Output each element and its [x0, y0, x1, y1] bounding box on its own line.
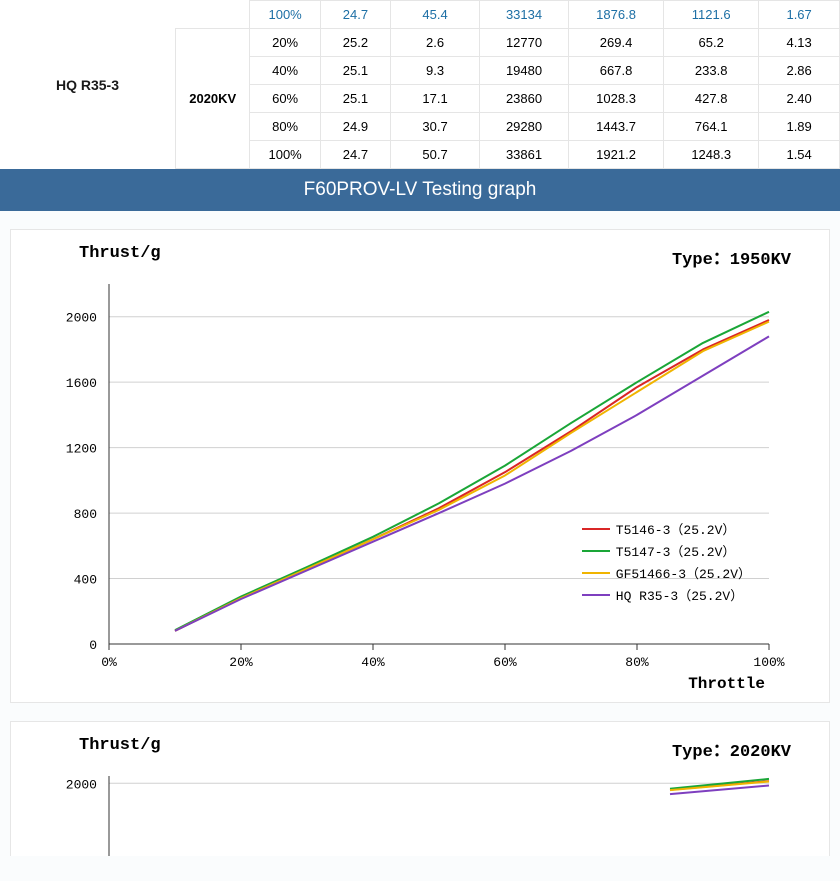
table-cell: 23860 — [480, 85, 569, 113]
table-cell: 1248.3 — [664, 141, 759, 169]
chart1-legend: T5146-3（25.2V） T5147-3（25.2V） GF51466-3（25… — [582, 519, 751, 607]
table-cell: 24.9 — [320, 113, 390, 141]
table-cell: 764.1 — [664, 113, 759, 141]
table-cell: 427.8 — [664, 85, 759, 113]
chart2-svg: 2000 — [19, 766, 799, 856]
chart1-header: Thrust/g Type：1950KV — [19, 240, 821, 274]
table-cell: 80% — [250, 113, 320, 141]
legend-color-swatch — [582, 572, 610, 574]
svg-text:Throttle: Throttle — [688, 675, 765, 693]
chart1-type-label: Type：1950KV — [672, 244, 791, 270]
legend-label: HQ R35-3（25.2V） — [616, 585, 743, 604]
table-cell: 1.89 — [759, 113, 840, 141]
chart1-body: 0 400 800 1200 1600 2000 0% 20% 40% 60% 80% 100% Thr… — [19, 274, 821, 694]
table-cell: 9.3 — [391, 57, 480, 85]
legend-color-swatch — [582, 594, 610, 596]
data-table: 100%24.745.4331341876.81121.61.672020KV2… — [175, 0, 840, 169]
table-cell: 100% — [250, 1, 320, 29]
legend-item: T5146-3（25.2V） — [582, 519, 751, 538]
kv-label-cell: 2020KV — [176, 29, 250, 169]
table-cell: 65.2 — [664, 29, 759, 57]
table-cell: 33134 — [480, 1, 569, 29]
table-cell: 1443.7 — [568, 113, 663, 141]
table-cell: 1.54 — [759, 141, 840, 169]
table-cell: 24.7 — [320, 141, 390, 169]
table-cell: 19480 — [480, 57, 569, 85]
chart2-header: Thrust/g Type：2020KV — [19, 732, 821, 766]
chart2-ylabel: Thrust/g — [79, 736, 161, 762]
table-cell: 25.1 — [320, 85, 390, 113]
legend-color-swatch — [582, 528, 610, 530]
svg-text:0%: 0% — [101, 655, 117, 670]
table-cell: 2.6 — [391, 29, 480, 57]
data-table-block: HQ R35-3 100%24.745.4331341876.81121.61.… — [0, 0, 840, 169]
svg-text:80%: 80% — [625, 655, 649, 670]
chart2-body: 2000 — [19, 766, 821, 856]
chart1-svg: 0 400 800 1200 1600 2000 0% 20% 40% 60% 80% 100% Thr… — [19, 274, 799, 694]
section-banner: F60PROV-LV Testing graph — [0, 169, 840, 211]
chart1-wrapper: Thrust/g Type：1950KV 0 400 800 1200 1600 2000… — [10, 229, 830, 703]
legend-item: GF51466-3（25.2V） — [582, 563, 751, 582]
svg-text:40%: 40% — [361, 655, 385, 670]
table-cell: 33861 — [480, 141, 569, 169]
svg-text:60%: 60% — [493, 655, 517, 670]
prop-name-label: HQ R35-3 — [0, 77, 175, 93]
table-cell: 60% — [250, 85, 320, 113]
table-cell: 25.2 — [320, 29, 390, 57]
svg-text:1600: 1600 — [66, 376, 97, 391]
table-cell: 1921.2 — [568, 141, 663, 169]
table-cell: 50.7 — [391, 141, 480, 169]
legend-color-swatch — [582, 550, 610, 552]
table-cell: 269.4 — [568, 29, 663, 57]
table-cell: 17.1 — [391, 85, 480, 113]
table-cell: 29280 — [480, 113, 569, 141]
table-cell-empty — [176, 1, 250, 29]
legend-label: T5146-3（25.2V） — [616, 519, 736, 538]
chart1-ylabel: Thrust/g — [79, 244, 161, 270]
table-cell: 4.13 — [759, 29, 840, 57]
table-cell: 20% — [250, 29, 320, 57]
svg-text:2000: 2000 — [66, 777, 97, 792]
legend-label: GF51466-3（25.2V） — [616, 563, 751, 582]
table-cell: 233.8 — [664, 57, 759, 85]
table-cell: 30.7 — [391, 113, 480, 141]
svg-text:800: 800 — [74, 507, 97, 522]
svg-text:2000: 2000 — [66, 311, 97, 326]
legend-item: T5147-3（25.2V） — [582, 541, 751, 560]
svg-text:20%: 20% — [229, 655, 253, 670]
svg-text:400: 400 — [74, 573, 97, 588]
table-rows: 100%24.745.4331341876.81121.61.672020KV2… — [175, 0, 840, 169]
table-cell: 25.1 — [320, 57, 390, 85]
chart2-wrapper: Thrust/g Type：2020KV 2000 — [10, 721, 830, 856]
table-cell: 1121.6 — [664, 1, 759, 29]
table-cell: 2.40 — [759, 85, 840, 113]
table-cell: 12770 — [480, 29, 569, 57]
legend-label: T5147-3（25.2V） — [616, 541, 736, 560]
legend-item: HQ R35-3（25.2V） — [582, 585, 751, 604]
table-cell: 45.4 — [391, 1, 480, 29]
svg-text:100%: 100% — [753, 655, 784, 670]
chart2-type-label: Type：2020KV — [672, 736, 791, 762]
table-cell: 667.8 — [568, 57, 663, 85]
table-cell: 24.7 — [320, 1, 390, 29]
table-cell: 2.86 — [759, 57, 840, 85]
table-cell: 1.67 — [759, 1, 840, 29]
svg-text:0: 0 — [89, 638, 97, 653]
table-cell: 1876.8 — [568, 1, 663, 29]
table-cell: 100% — [250, 141, 320, 169]
table-cell: 40% — [250, 57, 320, 85]
svg-text:1200: 1200 — [66, 442, 97, 457]
table-cell: 1028.3 — [568, 85, 663, 113]
